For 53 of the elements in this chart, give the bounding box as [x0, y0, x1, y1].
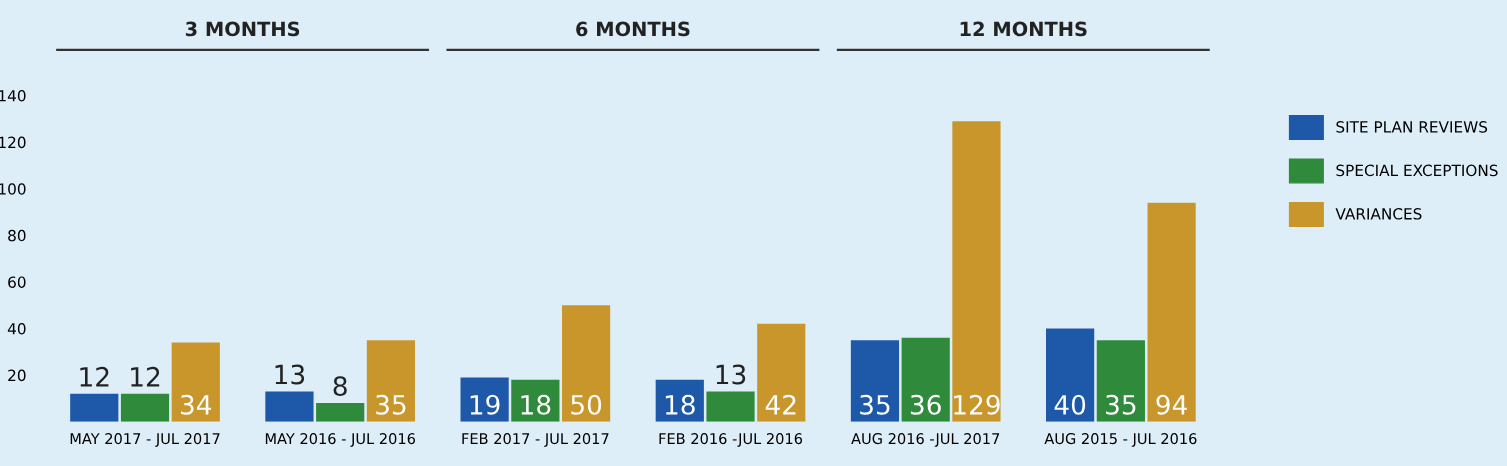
bar — [366, 340, 416, 422]
data-label: 42 — [765, 394, 796, 415]
x-tick-label: FEB 2017 - JUL 2017 — [462, 433, 609, 447]
bar — [757, 323, 806, 422]
bar — [1147, 202, 1196, 422]
data-label: 129 — [954, 394, 1000, 415]
data-label: 13 — [716, 364, 746, 385]
y-tick-label: 40 — [7, 323, 26, 335]
data-label: 36 — [910, 394, 941, 415]
data-label: 35 — [1106, 394, 1136, 415]
y-tick-label: 100 — [0, 183, 26, 195]
legend-label: SPECIAL EXCEPTIONS — [1336, 164, 1498, 177]
data-label: 19 — [470, 394, 500, 415]
bar — [1046, 328, 1095, 422]
y-tick-label: 60 — [8, 276, 26, 288]
data-label: 12 — [80, 366, 109, 387]
bar — [171, 342, 220, 422]
text: 3 MONTHS — [185, 21, 300, 37]
bar — [120, 393, 170, 422]
data-label: 50 — [571, 394, 602, 415]
bar — [901, 337, 950, 422]
y-tick-label: 80 — [8, 229, 26, 242]
data-label: 18 — [521, 394, 551, 415]
data-label: 35 — [860, 394, 890, 415]
data-label: 94 — [1156, 394, 1187, 415]
x-tick-label: FEB 2016 -JUL 2016 — [659, 433, 803, 447]
bar — [706, 391, 755, 422]
data-label: 12 — [131, 366, 160, 387]
legend-label: VARIANCES — [1335, 208, 1422, 220]
bar — [70, 393, 119, 422]
data-label: 13 — [275, 364, 305, 385]
data-label: 34 — [180, 394, 212, 415]
bar — [1096, 340, 1145, 422]
text: 12 MONTHS — [960, 21, 1087, 37]
y-tick-label: 120 — [0, 136, 26, 149]
bar — [952, 121, 1001, 422]
x-tick-label: MAY 2016 - JUL 2016 — [265, 433, 415, 447]
bar — [460, 377, 509, 422]
y-tick-label: 140 — [0, 90, 26, 102]
data-label: 18 — [665, 394, 695, 415]
x-tick-label: AUG 2016 -JUL 2017 — [851, 433, 1000, 447]
x-tick-label: MAY 2017 - JUL 2017 — [70, 433, 220, 447]
bar — [265, 391, 314, 422]
text: 6 MONTHS — [576, 21, 690, 37]
data-label: 8 — [333, 376, 347, 397]
legend-label: SITE PLAN REVIEWS — [1336, 121, 1488, 133]
bar — [850, 340, 900, 422]
bar — [316, 403, 365, 422]
data-label: 35 — [376, 394, 406, 415]
y-tick-label: 20 — [8, 369, 26, 382]
data-label: 40 — [1054, 394, 1086, 415]
bar — [562, 305, 611, 422]
x-tick-label: AUG 2015 - JUL 2016 — [1044, 433, 1197, 447]
